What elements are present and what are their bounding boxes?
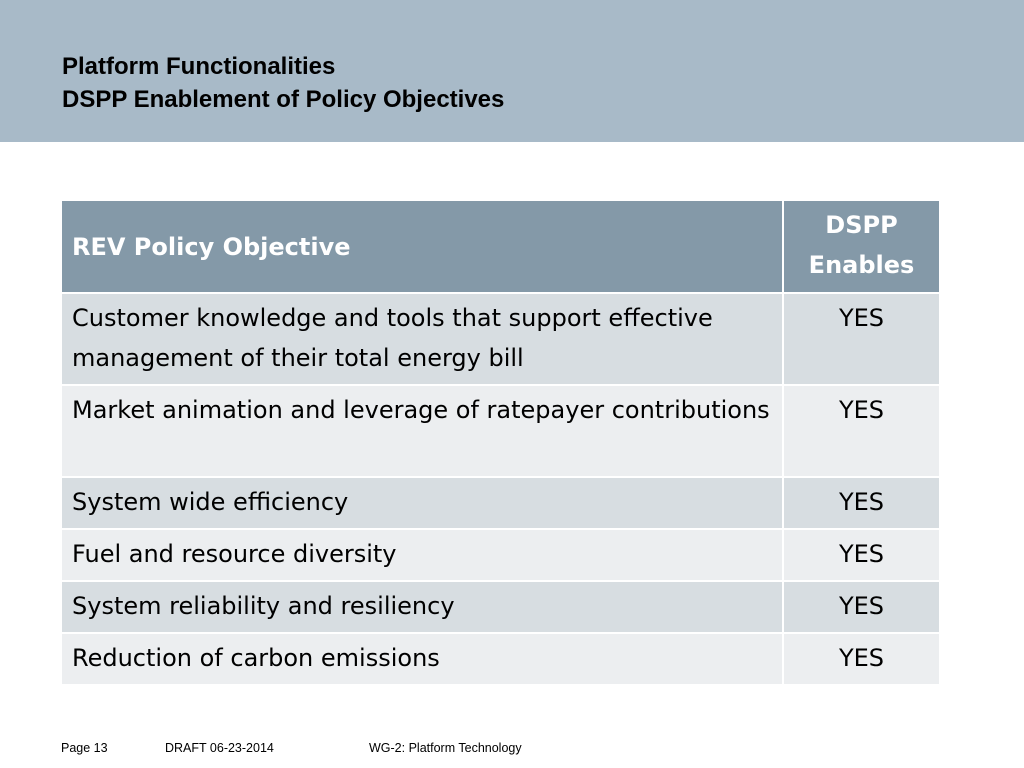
working-group-label: WG-2: Platform Technology (369, 741, 522, 755)
enables-cell: YES (782, 292, 941, 386)
objective-cell: Reduction of carbon emissions (60, 632, 784, 686)
table-row: System wide efficiency YES (60, 476, 941, 530)
enables-cell: YES (782, 384, 941, 478)
objective-cell: System wide efficiency (60, 476, 784, 530)
column-header-dspp-enables: DSPP Enables (782, 199, 941, 294)
slide-footer: Page 13 DRAFT 06-23-2014 WG-2: Platform … (0, 741, 1024, 757)
page-number: Page 13 (61, 741, 108, 755)
objective-cell: Market animation and leverage of ratepay… (60, 384, 784, 478)
table-row: Market animation and leverage of ratepay… (60, 384, 941, 478)
header-dspp-label: DSPP (825, 211, 898, 239)
column-header-objective: REV Policy Objective (60, 199, 784, 294)
header-band (0, 0, 1024, 142)
table-row: Reduction of carbon emissions YES (60, 632, 941, 686)
table-header-row: REV Policy Objective DSPP Enables (60, 199, 941, 294)
enables-cell: YES (782, 476, 941, 530)
table-row: Customer knowledge and tools that suppor… (60, 292, 941, 386)
slide-title: Platform Functionalities DSPP Enablement… (62, 50, 504, 116)
objective-cell: System reliability and resiliency (60, 580, 784, 634)
enables-cell: YES (782, 632, 941, 686)
table-row: System reliability and resiliency YES (60, 580, 941, 634)
draft-date: DRAFT 06-23-2014 (165, 741, 274, 755)
title-line-2: DSPP Enablement of Policy Objectives (62, 86, 505, 113)
table-row: Fuel and resource diversity YES (60, 528, 941, 582)
policy-objectives-table: REV Policy Objective DSPP Enables Custom… (60, 199, 941, 686)
header-enables-label: Enables (808, 251, 915, 279)
objective-cell: Customer knowledge and tools that suppor… (60, 292, 784, 386)
enables-cell: YES (782, 528, 941, 582)
title-line-1: Platform Functionalities (62, 53, 336, 80)
objective-cell: Fuel and resource diversity (60, 528, 784, 582)
enables-cell: YES (782, 580, 941, 634)
